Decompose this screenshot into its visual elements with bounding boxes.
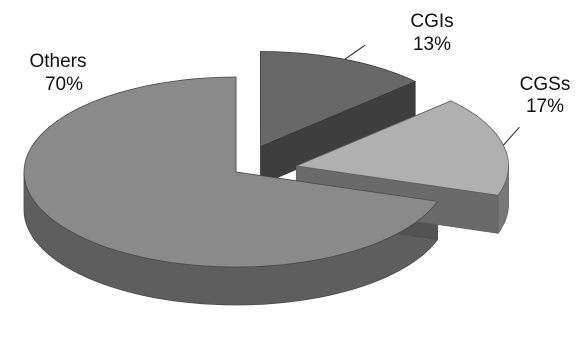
label-others-name: Others [29, 51, 86, 72]
slice-tops [23, 51, 509, 268]
label-cgss-name: CGSs [520, 74, 571, 95]
slice-others [23, 76, 439, 268]
leader-lines [344, 44, 520, 146]
label-others-percent: 70% [45, 74, 83, 95]
label-cgis-percent: 13% [413, 34, 451, 55]
label-cgss-percent: 17% [526, 96, 564, 117]
leader-line-cgis [344, 44, 366, 60]
label-cgis-name: CGIs [410, 11, 453, 32]
leader-line-cgss [503, 126, 520, 146]
